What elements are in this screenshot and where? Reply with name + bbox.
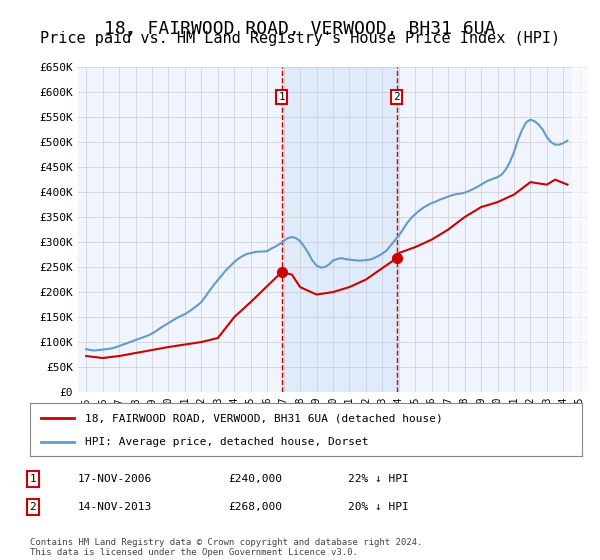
Text: 2: 2	[29, 502, 37, 512]
Text: 1: 1	[278, 92, 285, 102]
Text: 17-NOV-2006: 17-NOV-2006	[78, 474, 152, 484]
Text: 18, FAIRWOOD ROAD, VERWOOD, BH31 6UA (detached house): 18, FAIRWOOD ROAD, VERWOOD, BH31 6UA (de…	[85, 413, 443, 423]
Text: Contains HM Land Registry data © Crown copyright and database right 2024.
This d: Contains HM Land Registry data © Crown c…	[30, 538, 422, 557]
Text: 22% ↓ HPI: 22% ↓ HPI	[348, 474, 409, 484]
Text: 14-NOV-2013: 14-NOV-2013	[78, 502, 152, 512]
Text: 20% ↓ HPI: 20% ↓ HPI	[348, 502, 409, 512]
Text: 2: 2	[394, 92, 400, 102]
Bar	[281, 67, 397, 392]
Text: HPI: Average price, detached house, Dorset: HPI: Average price, detached house, Dors…	[85, 436, 368, 446]
Text: Price paid vs. HM Land Registry's House Price Index (HPI): Price paid vs. HM Land Registry's House …	[40, 31, 560, 46]
Text: 1: 1	[29, 474, 37, 484]
Text: 18, FAIRWOOD ROAD, VERWOOD, BH31 6UA: 18, FAIRWOOD ROAD, VERWOOD, BH31 6UA	[104, 20, 496, 38]
Text: £240,000: £240,000	[228, 474, 282, 484]
Bar	[572, 67, 588, 392]
Text: £268,000: £268,000	[228, 502, 282, 512]
